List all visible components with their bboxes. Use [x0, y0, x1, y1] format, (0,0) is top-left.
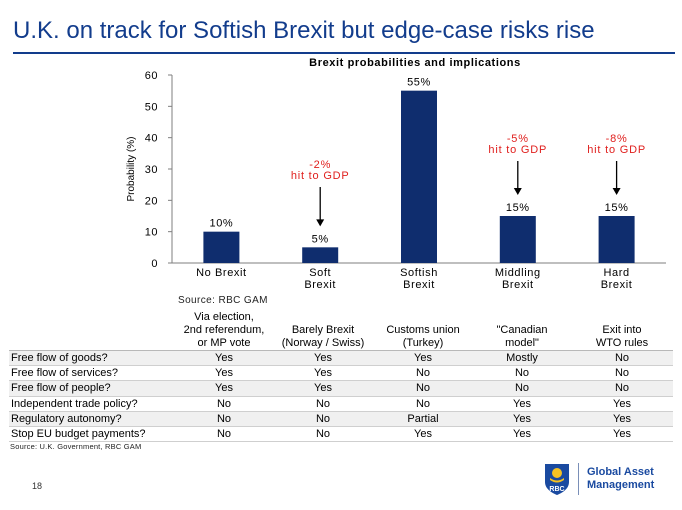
table-column-header: Barely Brexit (Norway / Swiss): [281, 324, 365, 349]
bar: [598, 216, 635, 263]
y-tick-label: 60: [145, 70, 158, 82]
table-row: Free flow of services? Yes Yes No No No: [9, 366, 673, 382]
bar: [401, 90, 437, 264]
annotation-arrow-head: [316, 219, 325, 227]
y-tick-label: 10: [145, 227, 158, 239]
gdp-impact-annotation: hit to GDP: [291, 170, 350, 182]
table-cell: No: [614, 382, 630, 395]
table-row: Regulatory autonomy? No No Partial Yes Yes: [9, 411, 673, 427]
table-cell: Yes: [414, 352, 432, 365]
logo-line-2: Management: [587, 479, 655, 491]
bar-value-label: 5%: [312, 233, 329, 245]
bar-chart: Brexit probabilities and implications 0 10…: [126, 57, 666, 291]
bar: [302, 247, 339, 263]
table-cell: No: [216, 397, 232, 410]
table-cell: Yes: [613, 397, 631, 410]
table-cell: Mostly: [506, 352, 538, 365]
gdp-impact-annotation: hit to GDP: [587, 144, 646, 156]
y-tick-label: 0: [151, 258, 158, 270]
table-cell: No: [514, 382, 530, 395]
x-category-label: Brexit: [502, 279, 534, 291]
table-row-label: Stop EU budget payments?: [11, 428, 146, 441]
table-cell: Yes: [215, 367, 233, 380]
rbc-gam-logo: RBC Global Asset Management: [542, 460, 660, 498]
table-cell: Yes: [314, 367, 332, 380]
y-axis-title: Probability (%): [126, 136, 137, 201]
x-category-label: Brexit: [601, 279, 633, 291]
table-column-header: Exit into WTO rules: [595, 324, 649, 349]
table-row: Independent trade policy? No No No Yes Yes: [9, 397, 673, 412]
gdp-impact-annotation: hit to GDP: [488, 144, 547, 156]
table-cell: Yes: [414, 428, 432, 441]
table-cell: No: [415, 382, 431, 395]
table-cell: Partial: [407, 412, 439, 425]
table-cell: No: [614, 352, 630, 365]
y-tick-label: 30: [145, 164, 158, 176]
table-row-label: Free flow of people?: [11, 382, 111, 395]
page-number: 18: [32, 481, 43, 491]
table-cell: Yes: [613, 412, 631, 425]
table-row-label: Regulatory autonomy?: [11, 412, 122, 425]
gdp-impact-annotation: -5%: [507, 133, 529, 145]
table-cell: Yes: [215, 352, 233, 365]
bar: [203, 231, 240, 263]
table-cell: No: [315, 428, 331, 441]
annotation-arrow-head: [612, 188, 621, 195]
table-column-header: Customs union (Turkey): [386, 324, 460, 349]
table-cell: No: [315, 412, 331, 425]
table-cell: No: [415, 397, 431, 410]
table-column-header: Via election, 2nd referendum, or MP vote: [183, 311, 265, 349]
table-row: Free flow of people? Yes Yes No No No: [9, 381, 673, 397]
chart-title: Brexit probabilities and implications: [309, 57, 521, 69]
slide-title: U.K. on track for Softish Brexit but edg…: [13, 17, 595, 44]
y-tick-label: 40: [145, 133, 158, 145]
table-cell: Yes: [215, 382, 233, 395]
x-category-label: Softish: [400, 267, 438, 279]
bar-value-label: 15%: [605, 202, 629, 214]
table-source-note: Source: U.K. Government, RBC GAM: [10, 442, 142, 451]
bar-value-label: 55%: [407, 77, 431, 89]
table-column-header: "Canadian model": [496, 324, 548, 349]
rbc-lion-shield-icon: RBC: [542, 462, 572, 496]
x-category-label: Brexit: [304, 279, 336, 291]
table-row-label: Free flow of goods?: [11, 352, 108, 365]
x-category-label: Middling: [495, 267, 541, 279]
x-category-label: No Brexit: [196, 267, 247, 279]
bar: [499, 216, 536, 263]
logo-mark-text: RBC: [549, 486, 564, 493]
table-cell: Yes: [513, 397, 531, 410]
logo-divider: [578, 463, 579, 495]
table-row-label: Independent trade policy?: [11, 397, 138, 410]
table-cell: Yes: [613, 428, 631, 441]
implications-table: Free flow of goods? Yes Yes Yes Mostly No Free…: [9, 350, 673, 443]
x-category-label: Soft: [309, 267, 331, 279]
table-cell: No: [614, 367, 630, 380]
annotation-arrow-head: [513, 188, 522, 195]
table-cell: No: [415, 367, 431, 380]
bar-value-label: 10%: [209, 218, 233, 230]
table-cell: No: [216, 412, 232, 425]
table-cell: No: [216, 428, 232, 441]
title-divider: [13, 52, 675, 54]
x-category-label: Hard: [603, 267, 629, 279]
chart-source-note: Source: RBC GAM: [178, 295, 268, 306]
table-cell: Yes: [314, 382, 332, 395]
table-row: Free flow of goods? Yes Yes Yes Mostly No: [9, 351, 673, 367]
table-cell: No: [315, 397, 331, 410]
table-cell: Yes: [513, 412, 531, 425]
gdp-impact-annotation: -2%: [309, 159, 331, 171]
y-tick-label: 20: [145, 195, 158, 207]
x-category-label: Brexit: [403, 279, 435, 291]
table-cell: Yes: [314, 352, 332, 365]
bar-value-label: 15%: [506, 202, 530, 214]
logo-line-1: Global Asset: [587, 466, 654, 478]
y-tick-label: 50: [145, 101, 158, 113]
table-row: Stop EU budget payments? No No Yes Yes Yes: [9, 427, 673, 443]
table-row-label: Free flow of services?: [11, 367, 118, 380]
table-cell: No: [514, 367, 530, 380]
table-cell: Yes: [513, 428, 531, 441]
gdp-impact-annotation: -8%: [606, 133, 628, 145]
